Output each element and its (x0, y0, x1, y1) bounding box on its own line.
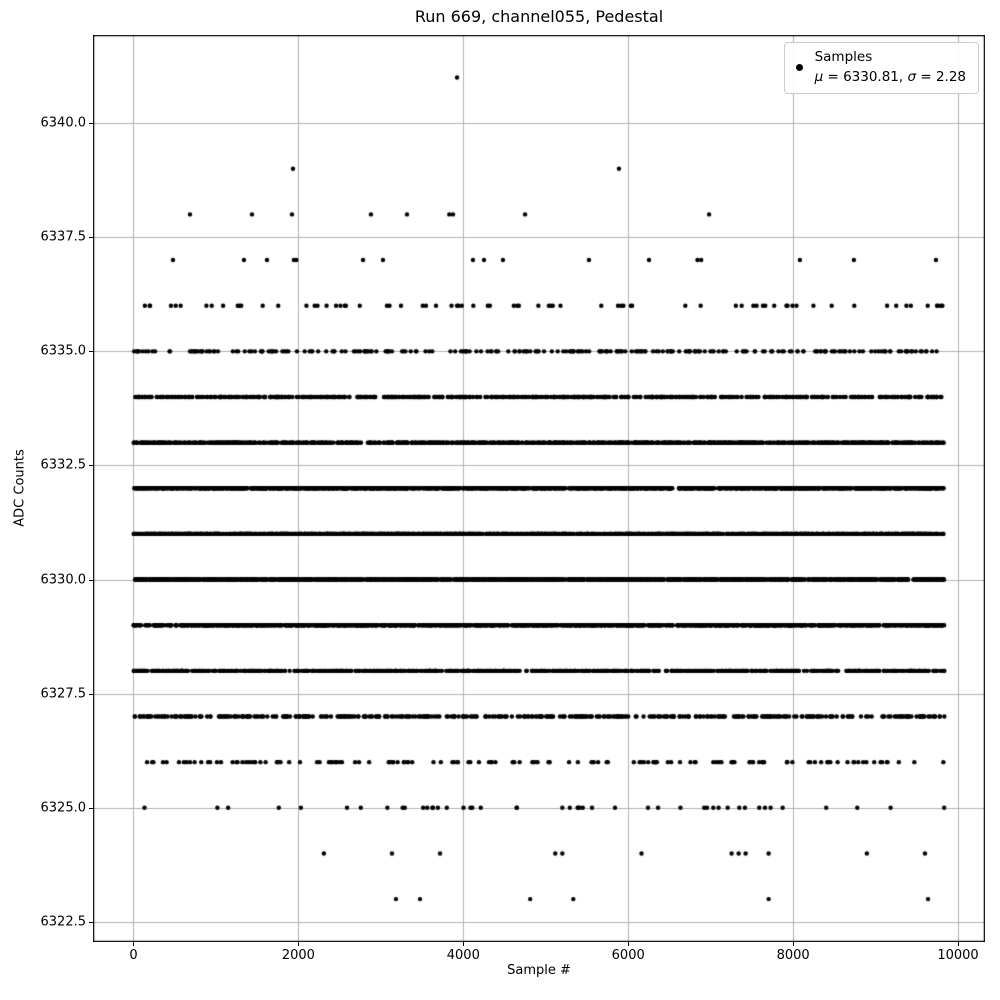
legend-mu-symbol: μ (814, 69, 824, 86)
y-tick-mark (89, 123, 93, 125)
x-tick-label: 6000 (611, 948, 645, 963)
y-tick-label: 6327.5 (40, 686, 87, 702)
y-tick-mark (89, 579, 93, 581)
x-tick-mark (463, 942, 465, 946)
y-tick-label: 6340.0 (40, 115, 87, 131)
y-tick-mark (89, 693, 93, 695)
plot-area: Samples μ = 6330.81, σ = 2.28 (93, 35, 985, 942)
legend-label: Samples (814, 49, 873, 65)
x-tick-mark (133, 942, 135, 946)
x-tick-label: 0 (129, 948, 138, 963)
x-tick-label: 2000 (281, 948, 315, 963)
y-tick-mark (89, 237, 93, 239)
legend-mu-value: = 6330.81, (823, 69, 908, 86)
legend-sigma-value: = 2.28 (916, 69, 966, 86)
y-tick-mark (89, 807, 93, 809)
x-tick-label: 8000 (776, 948, 810, 963)
x-tick-label: 10000 (937, 948, 979, 963)
y-tick-label: 6325.0 (40, 800, 87, 816)
y-tick-label: 6330.0 (40, 572, 87, 588)
legend-sample-marker-icon (795, 63, 803, 71)
x-tick-mark (793, 942, 795, 946)
y-tick-mark (89, 921, 93, 923)
y-tick-mark (89, 465, 93, 467)
legend: Samples μ = 6330.81, σ = 2.28 (783, 42, 979, 94)
x-tick-mark (298, 942, 300, 946)
y-tick-label: 6335.0 (40, 343, 87, 359)
x-axis-label: Sample # (507, 963, 571, 978)
y-tick-label: 6332.5 (40, 457, 87, 473)
y-tick-mark (89, 351, 93, 353)
scatter-plot-canvas (93, 35, 985, 942)
x-tick-label: 4000 (446, 948, 480, 963)
x-tick-mark (958, 942, 960, 946)
legend-text: Samples μ = 6330.81, σ = 2.28 (815, 47, 966, 88)
x-tick-mark (628, 942, 630, 946)
plot-title: Run 669, channel055, Pedestal (414, 7, 664, 26)
y-tick-label: 6322.5 (40, 914, 87, 930)
y-tick-label: 6337.5 (40, 229, 87, 245)
legend-sigma-symbol: σ (907, 69, 917, 86)
